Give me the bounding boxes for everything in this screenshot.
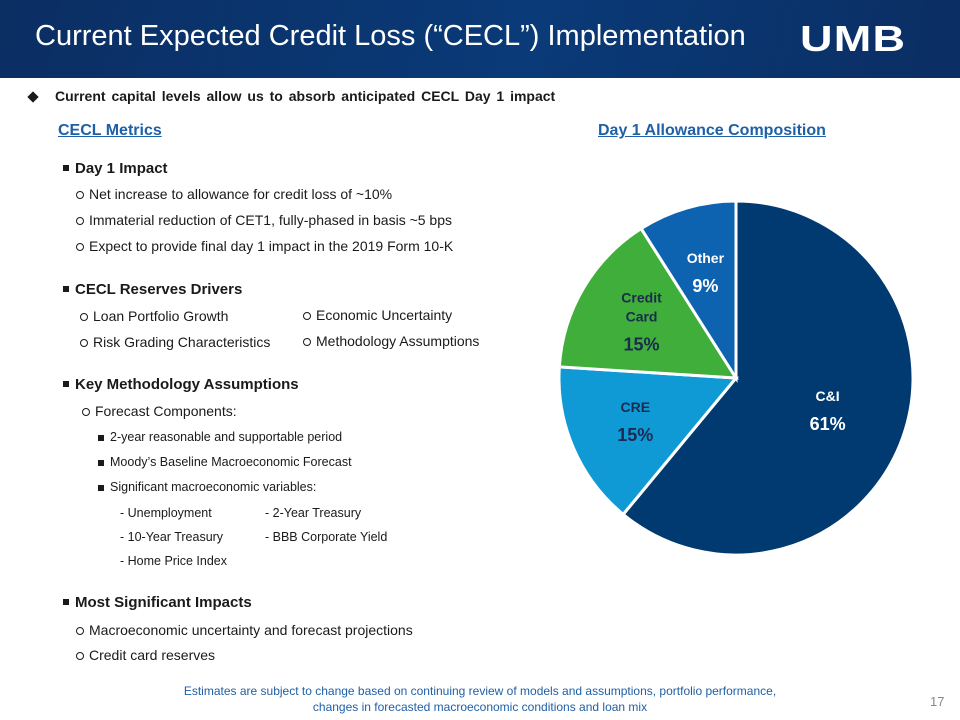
page-number: 17 [930, 694, 945, 709]
slice-label: C&I 61% [798, 387, 858, 435]
pie-slice [557, 226, 739, 380]
chart-title: Day 1 Allowance Composition [598, 122, 826, 139]
category-label: Other [686, 249, 725, 266]
variable: - 10-Year Treasury [120, 530, 224, 544]
item: Credit card reserves [75, 647, 216, 663]
item: 2-year reasonable and supportable period [97, 430, 343, 444]
heading: Key Methodology Assumptions [63, 376, 299, 393]
slice-label: Credit Card 15% [612, 289, 672, 356]
value-label: 61% [809, 413, 846, 434]
variable: - 2-Year Treasury [265, 506, 362, 520]
pie-slice [621, 199, 915, 557]
pie-slice [557, 365, 740, 517]
item: Net increase to allowance for credit los… [75, 186, 393, 202]
variable: - Home Price Index [120, 554, 227, 568]
heading: Day 1 Impact [63, 160, 168, 177]
heading: CECL Reserves Drivers [62, 281, 243, 298]
header-banner [0, 0, 960, 78]
heading: Most Significant Impacts [63, 594, 252, 611]
item: Loan Portfolio Growth [79, 308, 229, 324]
category-label: C&I [815, 387, 840, 404]
item: Immaterial reduction of CET1, fully-phas… [75, 212, 453, 228]
variable: - BBB Corporate Yield [265, 530, 388, 544]
item: Expect to provide final day 1 impact in … [75, 238, 454, 254]
item: Moody’s Baseline Macroeconomic Forecast [98, 455, 352, 469]
category-label: Credit Card [621, 289, 662, 325]
item: Methodology Assumptions [302, 333, 480, 349]
value-label: 15% [617, 424, 654, 445]
item: Forecast Components: [82, 403, 237, 419]
logo: UMB [800, 18, 907, 59]
pie-slice [639, 199, 738, 384]
category-label: CRE [620, 398, 651, 415]
section-title: CECL Metrics [58, 122, 162, 139]
item: Significant macroeconomic variables: [97, 480, 317, 494]
slice-label: CRE 15% [605, 398, 665, 446]
item: Economic Uncertainty [302, 307, 453, 323]
value-label: 15% [623, 334, 660, 355]
variable: - Unemployment [120, 506, 212, 520]
slice-label: Other 9% [675, 249, 735, 297]
footnote: changes in forecasted macroeconomic cond… [312, 700, 648, 714]
headline: Current capital levels allow us to absor… [55, 88, 556, 104]
slide-title: Current Expected Credit Loss (“CECL”) Im… [35, 20, 746, 52]
item: Macroeconomic uncertainty and forecast p… [76, 622, 413, 638]
value-label: 9% [692, 275, 719, 296]
footnote: Estimates are subject to change based on… [183, 684, 777, 698]
item: Risk Grading Characteristics [79, 334, 271, 350]
